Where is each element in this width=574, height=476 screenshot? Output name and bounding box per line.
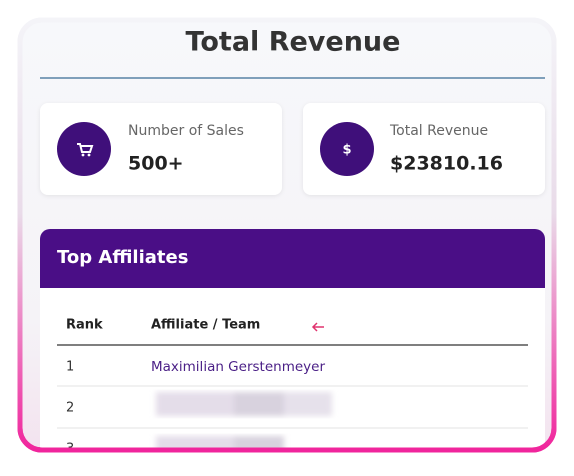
rank-cell: 3 — [66, 442, 74, 457]
stat-value: 500+ — [128, 153, 184, 175]
stat-icon — [320, 122, 374, 176]
stat-value: $23810.16 — [390, 153, 503, 175]
stat-label: Total Revenue — [389, 123, 488, 139]
table-title: Top Affiliates — [57, 247, 188, 268]
rank-cell: 1 — [66, 360, 74, 375]
rank-cell: 2 — [66, 401, 74, 416]
stat-icon — [57, 122, 111, 176]
content: Total Revenue Number of Sales 500+ $ Tot… — [40, 27, 545, 457]
stat-card — [303, 103, 545, 195]
column-header: Rank — [66, 318, 103, 333]
page-title: Total Revenue — [186, 27, 401, 58]
stat-label: Number of Sales — [128, 123, 244, 139]
redacted-name — [156, 436, 284, 450]
dollar-icon: $ — [342, 143, 351, 158]
frame-border — [17, 17, 557, 453]
redacted-name — [156, 392, 332, 416]
cart-icon — [77, 143, 94, 157]
table-header-bar — [40, 229, 545, 288]
sort-arrow[interactable] — [311, 322, 324, 332]
stat-card — [40, 103, 282, 195]
affiliate-name[interactable]: Maximilian Gerstenmeyer — [151, 359, 325, 375]
column-header: Affiliate / Team — [151, 318, 260, 333]
